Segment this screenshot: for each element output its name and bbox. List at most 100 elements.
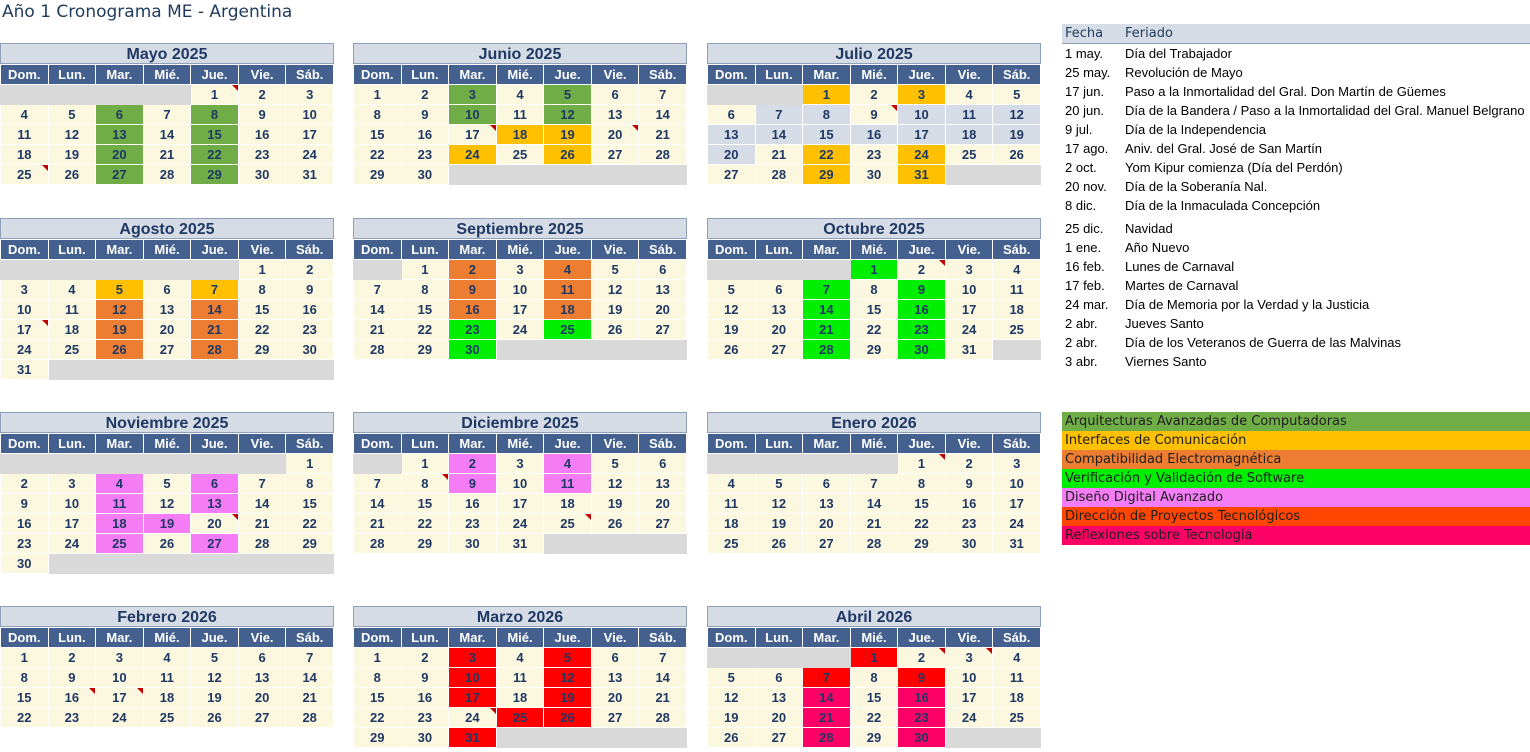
day-cell[interactable]: 10 — [992, 473, 1041, 494]
day-cell[interactable]: 22 — [849, 707, 899, 728]
day-cell[interactable]: 11 — [47, 299, 97, 320]
day-cell[interactable]: 12 — [95, 299, 144, 320]
day-cell[interactable]: 5 — [754, 473, 804, 494]
day-cell[interactable]: 18 — [142, 687, 192, 708]
day-cell[interactable]: 11 — [543, 473, 592, 494]
day-cell[interactable]: 7 — [142, 104, 192, 125]
day-cell[interactable]: 29 — [353, 164, 402, 185]
day-cell[interactable]: 25 — [495, 707, 545, 728]
day-cell[interactable]: 18 — [95, 513, 144, 534]
day-cell[interactable]: 2 — [47, 647, 97, 668]
day-cell[interactable]: 3 — [944, 647, 994, 668]
day-cell[interactable]: 8 — [897, 473, 946, 494]
day-cell[interactable]: 26 — [707, 727, 756, 748]
day-cell[interactable]: 2 — [897, 647, 946, 668]
day-cell[interactable]: 7 — [353, 473, 402, 494]
day-cell[interactable]: 11 — [142, 667, 192, 688]
day-cell[interactable]: 25 — [47, 339, 97, 360]
day-cell[interactable]: 18 — [992, 299, 1041, 320]
day-cell[interactable]: 5 — [142, 473, 192, 494]
day-cell[interactable]: 13 — [802, 493, 851, 514]
day-cell[interactable]: 2 — [400, 647, 450, 668]
day-cell[interactable]: 11 — [495, 667, 545, 688]
day-cell[interactable]: 25 — [992, 319, 1041, 340]
day-cell[interactable]: 23 — [897, 707, 946, 728]
day-cell[interactable]: 14 — [849, 493, 899, 514]
day-cell[interactable]: 22 — [849, 319, 899, 340]
day-cell[interactable]: 18 — [495, 687, 545, 708]
day-cell[interactable]: 27 — [802, 533, 851, 554]
day-cell[interactable]: 11 — [95, 493, 144, 514]
day-cell[interactable]: 30 — [0, 553, 49, 574]
day-cell[interactable]: 1 — [353, 647, 402, 668]
day-cell[interactable]: 23 — [400, 144, 450, 165]
day-cell[interactable]: 13 — [95, 124, 144, 145]
day-cell[interactable]: 14 — [237, 493, 287, 514]
day-cell[interactable]: 3 — [47, 473, 97, 494]
day-cell[interactable]: 15 — [353, 124, 402, 145]
day-cell[interactable]: 12 — [707, 687, 756, 708]
day-cell[interactable]: 12 — [590, 473, 640, 494]
day-cell[interactable]: 24 — [448, 707, 497, 728]
day-cell[interactable]: 24 — [95, 707, 144, 728]
day-cell[interactable]: 8 — [400, 473, 450, 494]
day-cell[interactable]: 19 — [543, 124, 592, 145]
day-cell[interactable]: 13 — [638, 473, 687, 494]
day-cell[interactable]: 30 — [400, 164, 450, 185]
day-cell[interactable]: 1 — [849, 259, 899, 280]
day-cell[interactable]: 17 — [285, 124, 334, 145]
day-cell[interactable]: 8 — [237, 279, 287, 300]
day-cell[interactable]: 18 — [495, 124, 545, 145]
day-cell[interactable]: 3 — [285, 84, 334, 105]
day-cell[interactable]: 5 — [543, 647, 592, 668]
day-cell[interactable]: 7 — [802, 279, 851, 300]
day-cell[interactable]: 26 — [754, 533, 804, 554]
day-cell[interactable]: 8 — [353, 667, 402, 688]
day-cell[interactable]: 11 — [543, 279, 592, 300]
day-cell[interactable]: 31 — [992, 533, 1041, 554]
day-cell[interactable]: 29 — [285, 533, 334, 554]
day-cell[interactable]: 28 — [285, 707, 334, 728]
day-cell[interactable]: 13 — [754, 687, 804, 708]
day-cell[interactable]: 27 — [754, 339, 804, 360]
day-cell[interactable]: 14 — [190, 299, 239, 320]
day-cell[interactable]: 4 — [707, 473, 756, 494]
day-cell[interactable]: 19 — [590, 299, 640, 320]
day-cell[interactable]: 31 — [0, 359, 49, 380]
day-cell[interactable]: 25 — [944, 144, 994, 165]
day-cell[interactable]: 14 — [353, 493, 402, 514]
day-cell[interactable]: 4 — [992, 647, 1041, 668]
day-cell[interactable]: 17 — [495, 299, 545, 320]
day-cell[interactable]: 30 — [849, 164, 899, 185]
day-cell[interactable]: 25 — [543, 319, 592, 340]
day-cell[interactable]: 26 — [47, 164, 97, 185]
day-cell[interactable]: 9 — [897, 279, 946, 300]
day-cell[interactable]: 28 — [353, 339, 402, 360]
day-cell[interactable]: 12 — [47, 124, 97, 145]
day-cell[interactable]: 6 — [190, 473, 239, 494]
day-cell[interactable]: 23 — [448, 513, 497, 534]
day-cell[interactable]: 3 — [448, 647, 497, 668]
day-cell[interactable]: 8 — [400, 279, 450, 300]
day-cell[interactable]: 6 — [590, 647, 640, 668]
day-cell[interactable]: 27 — [707, 164, 756, 185]
day-cell[interactable]: 21 — [353, 319, 402, 340]
day-cell[interactable]: 10 — [897, 104, 946, 125]
day-cell[interactable]: 23 — [897, 319, 946, 340]
day-cell[interactable]: 2 — [897, 259, 946, 280]
day-cell[interactable]: 13 — [590, 667, 640, 688]
day-cell[interactable]: 14 — [638, 667, 687, 688]
day-cell[interactable]: 28 — [142, 164, 192, 185]
day-cell[interactable]: 26 — [543, 707, 592, 728]
day-cell[interactable]: 20 — [638, 493, 687, 514]
day-cell[interactable]: 1 — [400, 259, 450, 280]
day-cell[interactable]: 27 — [142, 339, 192, 360]
day-cell[interactable]: 16 — [47, 687, 97, 708]
day-cell[interactable]: 7 — [849, 473, 899, 494]
day-cell[interactable]: 17 — [47, 513, 97, 534]
day-cell[interactable]: 12 — [142, 493, 192, 514]
day-cell[interactable]: 4 — [142, 647, 192, 668]
day-cell[interactable]: 15 — [353, 687, 402, 708]
day-cell[interactable]: 17 — [897, 124, 946, 145]
day-cell[interactable]: 19 — [142, 513, 192, 534]
